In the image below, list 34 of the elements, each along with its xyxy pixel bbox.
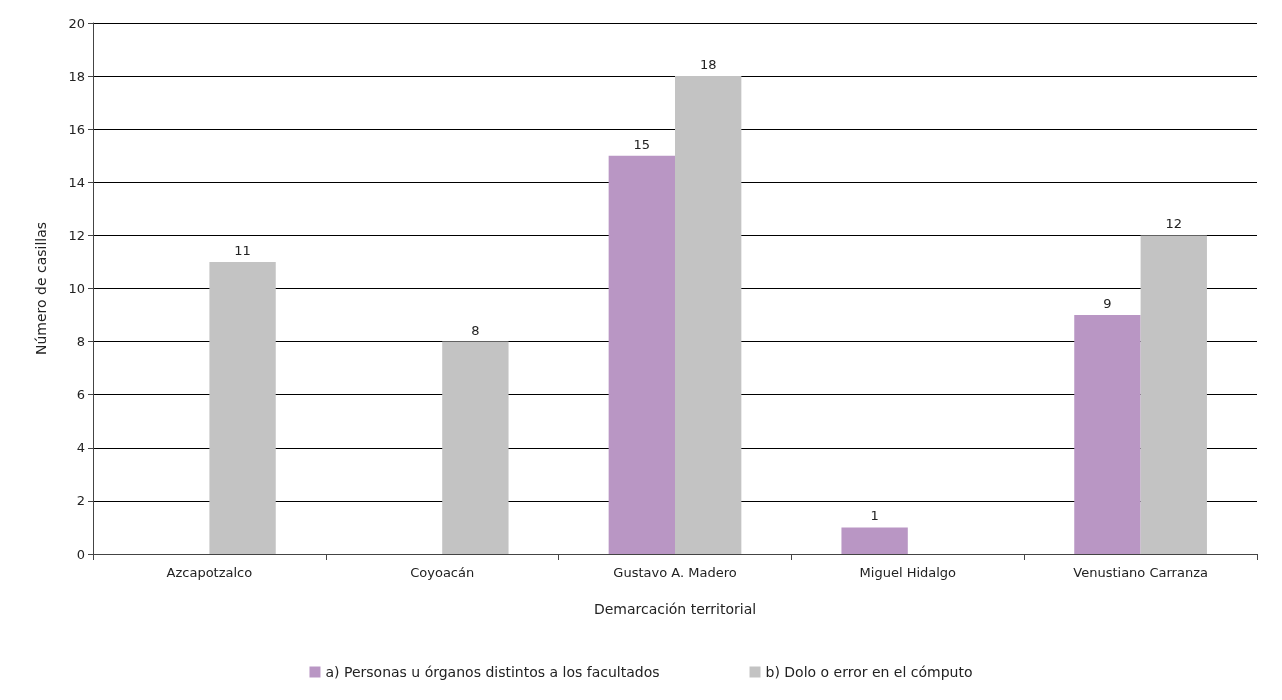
y-tick-label: 12 bbox=[68, 227, 85, 243]
x-tick-label: Azcapotzalco bbox=[166, 565, 253, 580]
bar bbox=[1140, 235, 1207, 554]
data-label: 18 bbox=[699, 57, 717, 73]
bar bbox=[608, 155, 675, 554]
y-axis-title: Número de casillas bbox=[33, 221, 49, 356]
bar bbox=[1074, 315, 1141, 554]
data-label: 9 bbox=[1103, 296, 1112, 312]
data-label: 12 bbox=[1165, 216, 1183, 232]
y-tick-label: 20 bbox=[68, 15, 85, 31]
y-tick-label: 10 bbox=[68, 281, 85, 296]
x-tick-label: Coyoacán bbox=[410, 565, 475, 580]
y-tick-label: 4 bbox=[76, 440, 85, 456]
bar bbox=[209, 261, 276, 554]
bar bbox=[841, 527, 908, 554]
legend-label: a) Personas u órganos distintos a los facultados bbox=[325, 664, 660, 680]
data-label: 11 bbox=[234, 242, 251, 258]
y-tick-label: 6 bbox=[76, 387, 85, 403]
bar bbox=[442, 341, 509, 554]
y-tick-label: 2 bbox=[76, 493, 85, 509]
legend-label: b) Dolo o error en el cómputo bbox=[765, 664, 973, 680]
data-label: 1 bbox=[870, 508, 879, 524]
data-label: 15 bbox=[633, 136, 651, 152]
bar bbox=[675, 76, 742, 554]
x-tick-label: Venustiano Carranza bbox=[1073, 565, 1208, 580]
x-axis-title: Demarcación territorial bbox=[593, 601, 757, 617]
y-tick-label: 18 bbox=[68, 68, 85, 84]
y-tick-label: 0 bbox=[76, 546, 85, 562]
data-label: 8 bbox=[471, 322, 480, 338]
y-tick-label: 8 bbox=[76, 334, 85, 350]
y-tick-label: 16 bbox=[68, 121, 85, 137]
y-tick-label: 14 bbox=[68, 174, 85, 190]
x-tick-label: Gustavo A. Madero bbox=[613, 565, 737, 580]
x-tick-label: Miguel Hidalgo bbox=[859, 565, 957, 580]
